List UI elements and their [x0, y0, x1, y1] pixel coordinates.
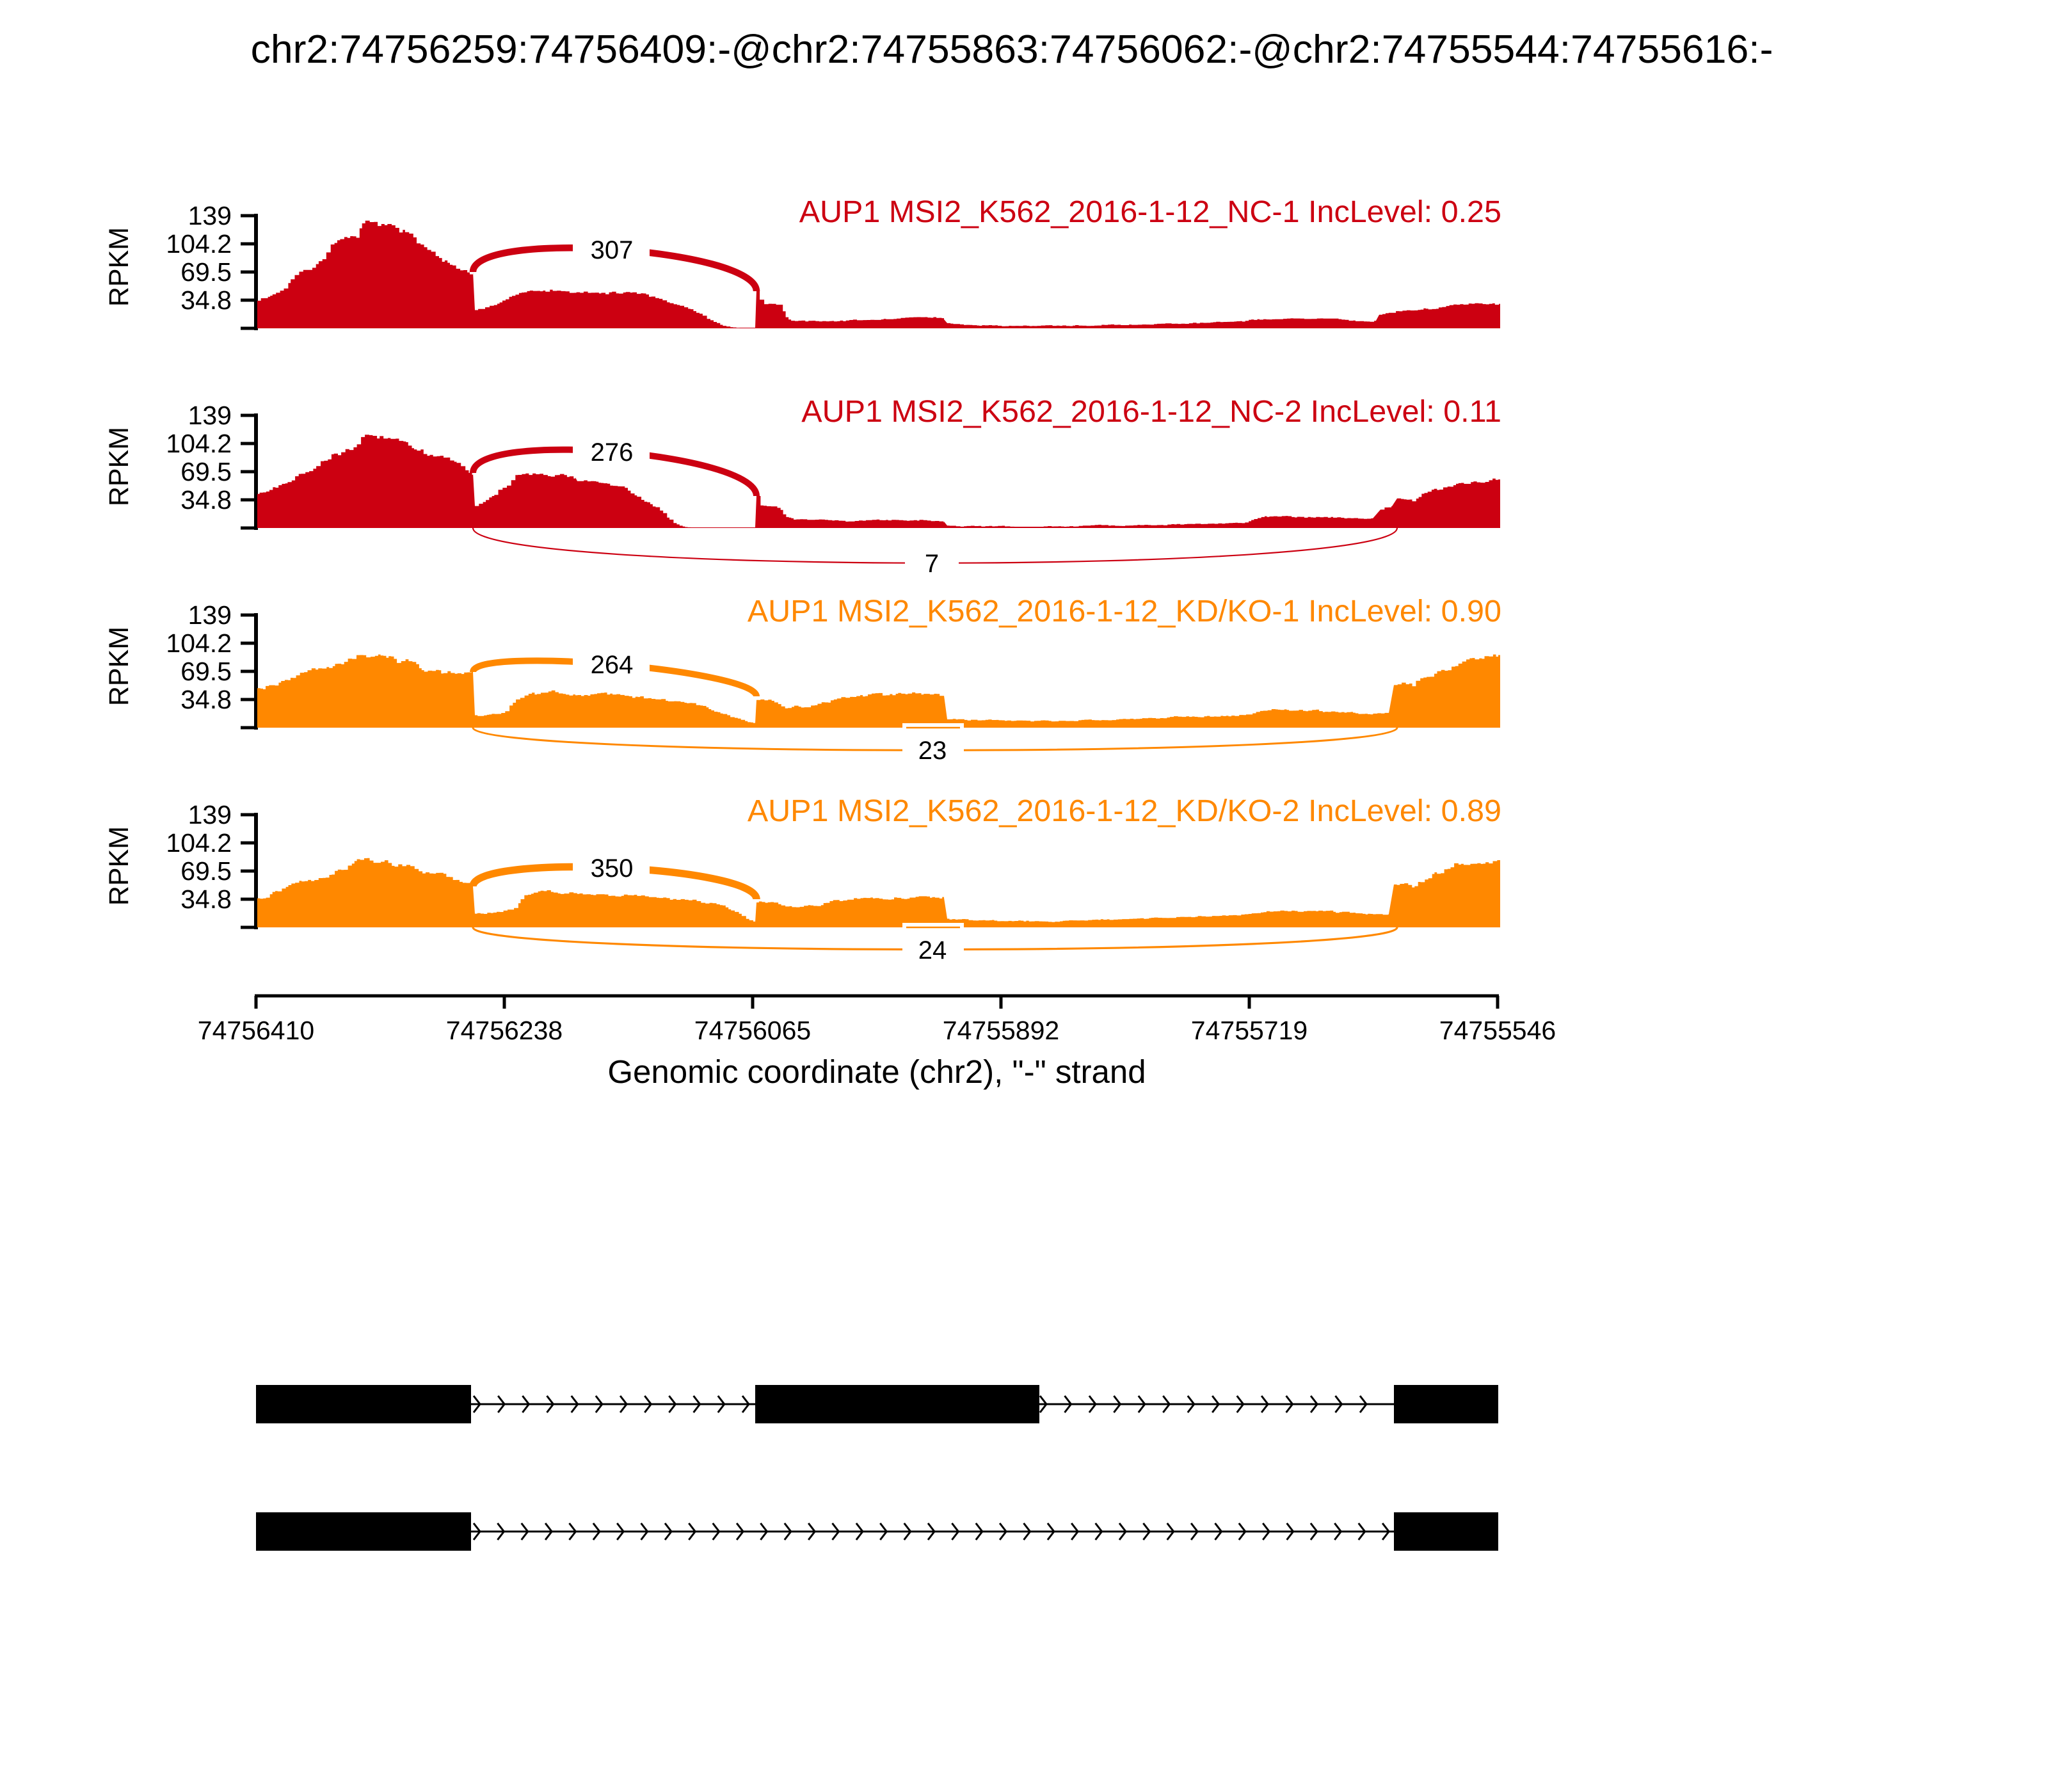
svg-text:104.2: 104.2: [166, 828, 232, 858]
svg-text:139: 139: [188, 600, 232, 630]
svg-text:104.2: 104.2: [166, 429, 232, 458]
svg-text:74755892: 74755892: [943, 1016, 1059, 1045]
svg-text:RPKM: RPKM: [104, 627, 134, 706]
svg-text:69.5: 69.5: [180, 856, 232, 886]
svg-text:74756410: 74756410: [198, 1016, 314, 1045]
svg-text:139: 139: [188, 401, 232, 430]
svg-text:24: 24: [918, 936, 947, 964]
svg-text:69.5: 69.5: [180, 657, 232, 686]
svg-text:34.8: 34.8: [180, 285, 232, 315]
svg-text:264: 264: [591, 651, 634, 679]
svg-text:AUP1 MSI2_K562_2016-1-12_KD/KO: AUP1 MSI2_K562_2016-1-12_KD/KO-2 IncLeve…: [748, 794, 1501, 828]
svg-text:104.2: 104.2: [166, 628, 232, 658]
svg-text:AUP1 MSI2_K562_2016-1-12_KD/KO: AUP1 MSI2_K562_2016-1-12_KD/KO-1 IncLeve…: [748, 594, 1501, 628]
svg-text:104.2: 104.2: [166, 229, 232, 259]
svg-text:chr2:74756259:74756409:-@chr2:: chr2:74756259:74756409:-@chr2:74755863:7…: [251, 27, 1773, 72]
svg-text:AUP1 MSI2_K562_2016-1-12_NC-2: AUP1 MSI2_K562_2016-1-12_NC-2 IncLevel: …: [801, 394, 1501, 429]
svg-text:7: 7: [925, 550, 939, 578]
svg-text:276: 276: [591, 438, 634, 467]
svg-text:34.8: 34.8: [180, 485, 232, 515]
svg-text:RPKM: RPKM: [104, 227, 134, 307]
svg-text:69.5: 69.5: [180, 257, 232, 287]
svg-text:139: 139: [188, 800, 232, 829]
svg-text:23: 23: [918, 737, 947, 765]
svg-text:69.5: 69.5: [180, 457, 232, 486]
svg-text:74755546: 74755546: [1439, 1016, 1556, 1045]
svg-text:34.8: 34.8: [180, 884, 232, 914]
svg-text:74756065: 74756065: [694, 1016, 811, 1045]
svg-text:74755719: 74755719: [1191, 1016, 1308, 1045]
svg-text:RPKM: RPKM: [104, 826, 134, 906]
svg-text:139: 139: [188, 201, 232, 230]
svg-text:74756238: 74756238: [446, 1016, 563, 1045]
svg-text:350: 350: [591, 854, 634, 883]
svg-text:AUP1 MSI2_K562_2016-1-12_NC-1: AUP1 MSI2_K562_2016-1-12_NC-1 IncLevel: …: [799, 195, 1501, 229]
svg-text:34.8: 34.8: [180, 685, 232, 714]
svg-text:Genomic coordinate (chr2), "-": Genomic coordinate (chr2), "-" strand: [607, 1053, 1146, 1090]
svg-text:RPKM: RPKM: [104, 427, 134, 506]
svg-text:307: 307: [591, 236, 634, 264]
